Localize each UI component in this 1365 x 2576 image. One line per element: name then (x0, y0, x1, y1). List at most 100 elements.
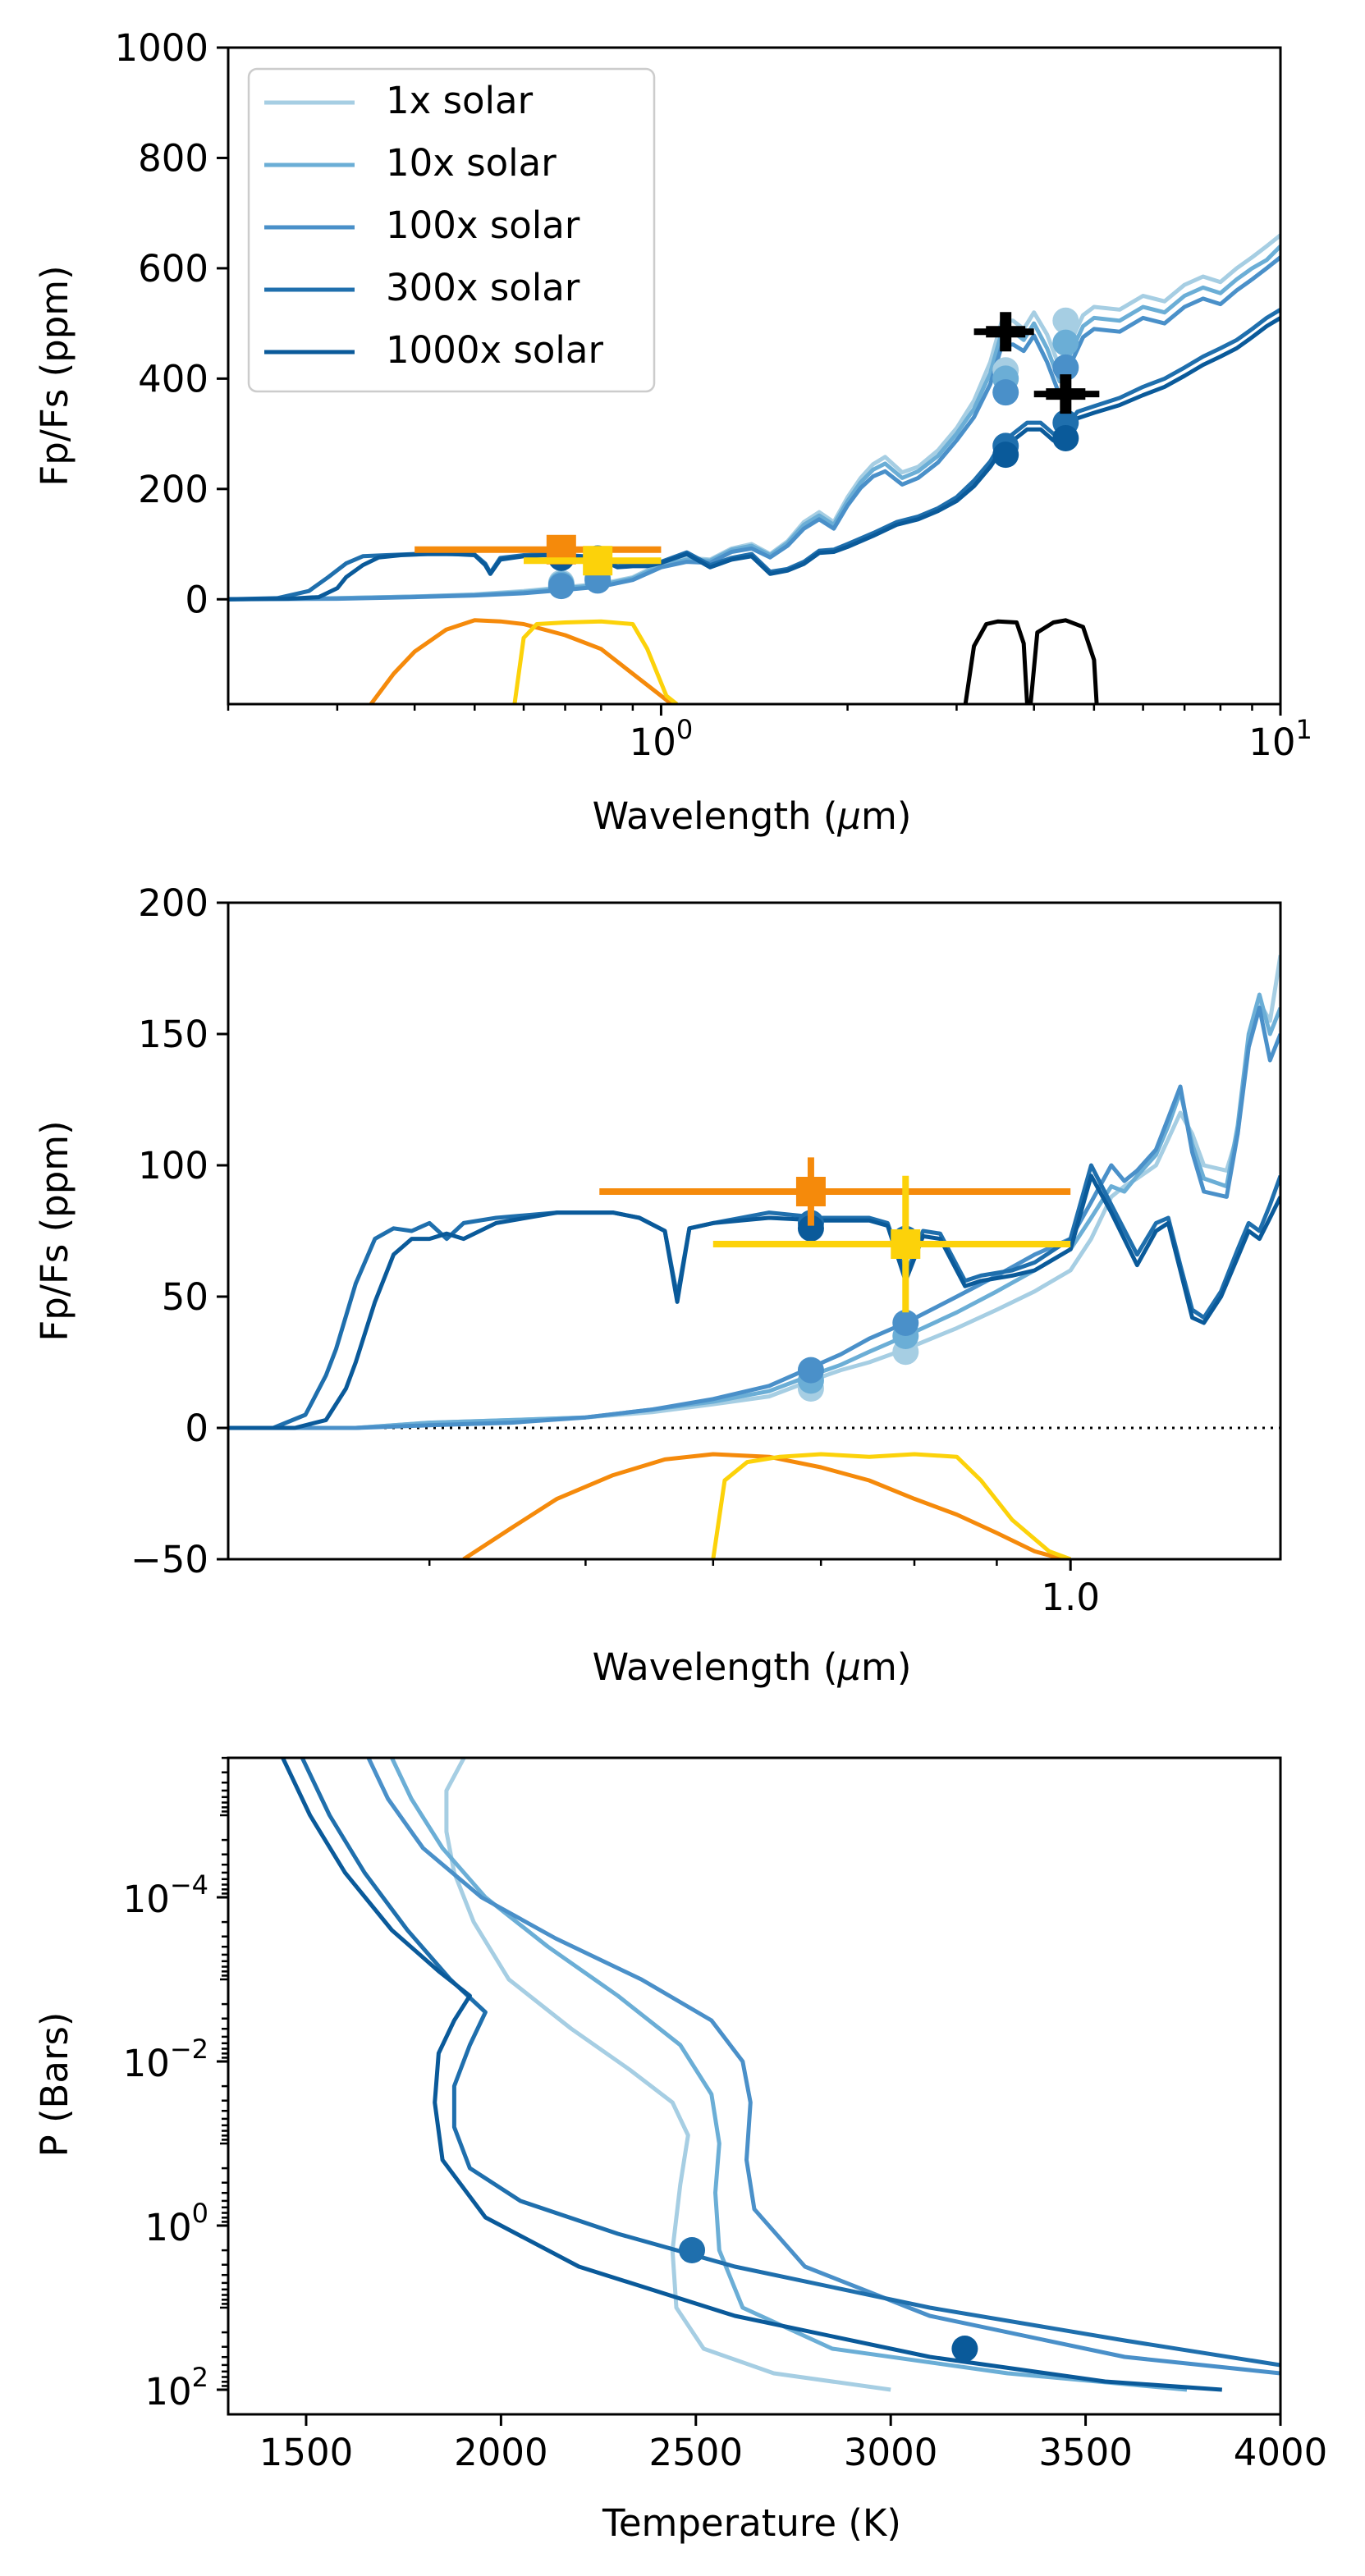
observation-3-6-um (973, 312, 1034, 352)
y-tick-exponent: −4 (170, 1869, 208, 1901)
panel-3-ylabel: P (Bars) (33, 2012, 76, 2157)
y-tick-exponent: 2 (192, 2362, 208, 2393)
panel-2-axis-ticks: −50 0 50 100 150 200 1.0 (131, 881, 1100, 1619)
y-tick-label: 400 (138, 357, 208, 400)
panel-3-xlabel: Temperature (K) (602, 2501, 901, 2545)
legend-label-1000x: 1000x solar (386, 328, 604, 372)
model-point-solar-1000x (992, 442, 1019, 469)
legend-box (247, 67, 656, 393)
panel-1-series-group (228, 233, 1280, 602)
legend-label-300x: 300x solar (386, 266, 580, 309)
x-tick-label: 100 (630, 714, 694, 764)
y-tick-label: 600 (138, 247, 208, 291)
tp-profile-1000x-solar (281, 1758, 1222, 2392)
model-point-solar-1000x (1052, 424, 1079, 451)
filter-curve-yellow-1 (711, 1452, 1072, 1559)
x-tick-label: 2000 (454, 2431, 548, 2474)
model-point-solar-1x (1052, 307, 1079, 334)
y-tick-label: 150 (138, 1013, 208, 1056)
series-1000x-solar (228, 1174, 1280, 1430)
observation-yellow-band (524, 546, 662, 576)
panel-1-observations (415, 312, 1100, 576)
y-tick-label: 10−2 (123, 2034, 208, 2085)
model-point-solar-1000x (797, 1215, 824, 1242)
y-tick-label: 50 (162, 1275, 208, 1319)
observation-yellow-band (712, 1175, 1071, 1313)
panel-1-filter-curves (369, 618, 1099, 704)
model-point-solar-100x (992, 379, 1019, 406)
y-tick-label: 0 (185, 1407, 208, 1450)
photosphere-point-solar-1000x (951, 2336, 978, 2362)
panel-3: 1500 2000 2500 3000 3500 4000 10−4 10−2 100 102 T… (33, 1756, 1328, 2545)
panel-3-model-points (679, 2237, 978, 2362)
x-tick-exponent: 1 (1295, 714, 1312, 745)
y-tick-label: 200 (138, 881, 208, 925)
series-1000x-solar (228, 316, 1280, 602)
series-1x-solar (228, 954, 1280, 1430)
panel-2: −50 0 50 100 150 200 1.0 Wavelength (μm) Fp/Fs… (33, 881, 1282, 1689)
x-tick-label: 1.0 (1041, 1576, 1100, 1619)
series-10x-solar (228, 992, 1280, 1430)
panel-3-frame (227, 1756, 1282, 2416)
observation-orange-band (599, 1157, 1071, 1226)
panel-1-ylabel: Fp/Fs (ppm) (33, 265, 76, 486)
legend-label-1x: 1x solar (386, 79, 534, 122)
filter-curve-orange-0 (369, 618, 673, 704)
legend-label-100x: 100x solar (386, 204, 580, 247)
y-tick-label: 0 (185, 578, 208, 621)
tp-profile-10x-solar (390, 1758, 1188, 2392)
observation-3-6-um-marker (986, 312, 1026, 352)
panel-2-ylabel: Fp/Fs (ppm) (33, 1120, 76, 1341)
tp-profile-300x-solar (300, 1758, 1280, 2368)
model-point-solar-100x (1052, 354, 1079, 381)
observation-yellow-band-marker (583, 546, 613, 576)
x-tick-label: 3500 (1038, 2431, 1133, 2474)
x-tick-label: 1500 (259, 2431, 354, 2474)
legend: 1x solar 10x solar 100x solar 300x solar… (247, 67, 656, 393)
y-tick-label: 200 (138, 468, 208, 511)
y-tick-label: −50 (131, 1538, 208, 1581)
panel-2-observations (599, 1157, 1071, 1313)
x-tick-label: 3000 (844, 2431, 938, 2474)
model-point-solar-10x (1052, 329, 1079, 356)
x-tick-label: 4000 (1234, 2431, 1328, 2474)
filter-curve-orange-0 (462, 1452, 1065, 1559)
observation-yellow-band-marker (891, 1229, 921, 1259)
y-tick-label: 1000 (114, 26, 208, 70)
y-tick-label: 800 (138, 136, 208, 180)
panel-2-frame (227, 901, 1282, 1561)
y-tick-exponent: −2 (170, 2034, 208, 2065)
model-point-solar-100x (892, 1310, 919, 1336)
observation-4-5-um (1033, 374, 1100, 414)
panel-2-filter-curves (462, 1452, 1072, 1559)
filter-curve-yellow-1 (512, 619, 679, 704)
panel-3-series-group (281, 1758, 1280, 2392)
panel-1-model-points (547, 307, 1079, 600)
y-tick-label: 100 (138, 1144, 208, 1187)
observation-4-5-um-marker (1046, 374, 1086, 414)
panel-2-series-group (228, 954, 1280, 1430)
filter-curve-black-3 (1028, 618, 1099, 704)
x-tick-exponent: 0 (676, 714, 693, 745)
panel-1-frame (227, 46, 1282, 706)
y-tick-label: 102 (144, 2362, 208, 2414)
panel-1-xlabel: Wavelength (μm) (593, 794, 912, 838)
x-tick-label: 101 (1248, 714, 1312, 764)
legend-label-10x: 10x solar (386, 141, 557, 185)
y-tick-label: 100 (144, 2198, 208, 2249)
y-tick-exponent: 0 (192, 2198, 208, 2229)
filter-curve-black-2 (963, 619, 1029, 704)
photosphere-point-solar-300x (679, 2237, 706, 2263)
x-tick-label: 2500 (649, 2431, 744, 2474)
model-point-solar-100x (547, 573, 575, 600)
tp-profile-1x-solar (444, 1758, 891, 2392)
panel-1: 0 200 400 600 800 1000 100 101 1x solar 10x sol… (33, 26, 1312, 838)
panel-2-xlabel: Wavelength (μm) (593, 1645, 912, 1689)
tp-profile-100x-solar (366, 1758, 1280, 2376)
series-100x-solar (228, 255, 1280, 602)
model-point-solar-100x (797, 1357, 824, 1384)
observation-orange-band-marker (795, 1177, 826, 1206)
panel-3-axis-ticks: 1500 2000 2500 3000 3500 4000 10−4 10−2 100 102 (123, 1756, 1328, 2474)
y-tick-label: 10−4 (123, 1869, 208, 1921)
